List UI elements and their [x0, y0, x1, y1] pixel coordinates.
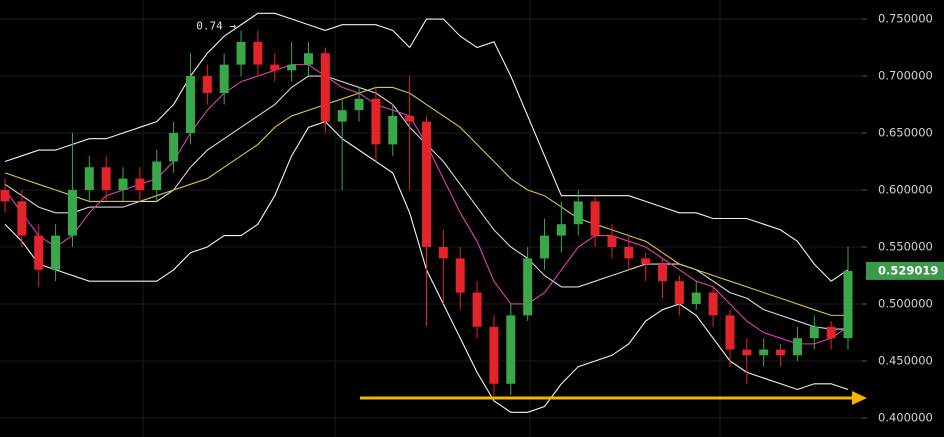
candle-body: [101, 167, 111, 191]
candle-body: [202, 76, 212, 94]
candle-body: [135, 178, 145, 191]
candle-body: [792, 338, 802, 356]
candle-body: [219, 64, 229, 94]
y-tick-label: 0.450000: [878, 353, 933, 367]
candle-body: [489, 326, 499, 384]
candle-body: [607, 235, 617, 247]
candle-body: [809, 326, 819, 339]
y-tick-label: 0.750000: [878, 12, 933, 26]
candle-body: [185, 76, 195, 134]
candle-body: [388, 115, 398, 145]
indicator-line: [4, 12, 849, 282]
annotation: 0.74 →: [196, 19, 236, 32]
candle-body: [641, 258, 651, 265]
candle-body: [674, 281, 684, 304]
candle-body: [354, 98, 364, 111]
candle-body: [556, 224, 566, 236]
overlay: [360, 391, 867, 405]
candle-body: [843, 270, 853, 339]
candle-body: [67, 190, 77, 236]
candle-body: [51, 235, 61, 270]
candle-body: [84, 167, 94, 191]
candle-body: [826, 326, 836, 339]
candle-body: [405, 115, 415, 122]
candle-body: [759, 349, 769, 356]
last-price-label: 0.529019: [878, 263, 938, 277]
y-tick-label: 0.550000: [878, 239, 933, 253]
candle-body: [337, 110, 347, 122]
candle-body: [590, 201, 600, 236]
candle-body: [422, 121, 431, 247]
candle-body: [708, 292, 718, 316]
candle-body: [17, 201, 27, 236]
candle-body: [287, 64, 297, 71]
candle-body: [624, 246, 634, 259]
candle-body: [236, 41, 246, 65]
candle-body: [0, 190, 10, 202]
candle-body: [573, 201, 583, 225]
y-tick-label: 0.600000: [878, 183, 933, 197]
candle-body: [658, 264, 668, 282]
candle-body: [725, 315, 735, 350]
arrow-head: [852, 391, 867, 405]
candle-body: [455, 258, 465, 293]
last-price-box: [866, 261, 944, 280]
candle-body: [691, 292, 701, 304]
candle-body: [438, 246, 448, 259]
candle-body: [472, 292, 482, 327]
candle-body: [169, 133, 179, 162]
y-tick-label: 0.700000: [878, 69, 933, 83]
candle-body: [270, 64, 280, 71]
candle-body: [523, 258, 533, 316]
candle-body: [152, 161, 162, 191]
candle-body: [506, 315, 516, 384]
candle-body: [118, 178, 128, 191]
candle-body: [776, 349, 786, 356]
candle-body: [320, 53, 330, 122]
plot: 0.74 →: [0, 12, 853, 413]
candle-body: [34, 235, 44, 270]
candle-body: [371, 98, 381, 145]
candle-body: [303, 53, 313, 65]
y-tick-label: 0.400000: [878, 410, 933, 424]
candle-body: [253, 41, 263, 65]
indicator-line: [4, 86, 848, 316]
candle-body: [742, 349, 752, 356]
y-tick-label: 0.650000: [878, 126, 933, 140]
y-tick-label: 0.500000: [878, 296, 933, 310]
candle-body: [540, 235, 550, 259]
